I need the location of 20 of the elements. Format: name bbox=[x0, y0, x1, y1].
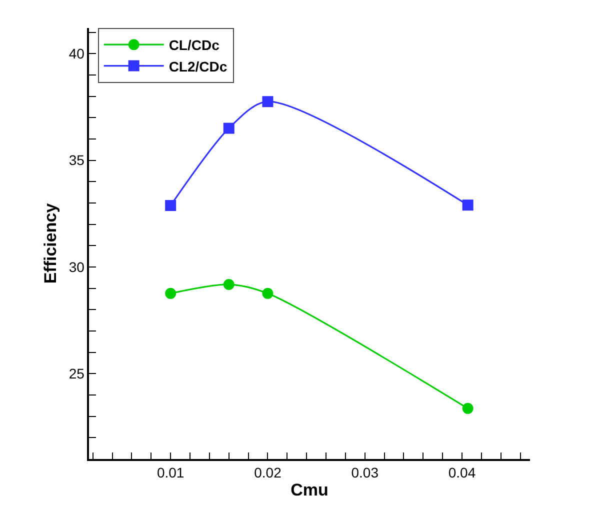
point bbox=[223, 278, 234, 290]
point bbox=[462, 200, 474, 211]
y-tick-label: 30 bbox=[68, 258, 85, 275]
point bbox=[165, 200, 176, 212]
legend-label: CL/CDc bbox=[168, 37, 220, 54]
y-tick-label: 25 bbox=[68, 366, 85, 382]
point bbox=[462, 402, 474, 414]
x-tick-label: 0.04 bbox=[448, 464, 476, 481]
x-tick-label: 0.03 bbox=[351, 464, 379, 481]
x-tick-label: 0.02 bbox=[254, 464, 282, 481]
y-axis-title: Efficiency bbox=[40, 202, 60, 284]
point bbox=[165, 288, 176, 299]
point bbox=[262, 288, 274, 299]
y-tick-label: 40 bbox=[68, 46, 85, 62]
y-tick-label: 35 bbox=[68, 152, 85, 168]
x-tick-label: 0.01 bbox=[156, 464, 184, 481]
x-axis-title: Cmu bbox=[290, 480, 328, 500]
point bbox=[223, 122, 234, 134]
legend-label: CL2/CDc bbox=[168, 58, 228, 74]
point bbox=[262, 96, 274, 108]
